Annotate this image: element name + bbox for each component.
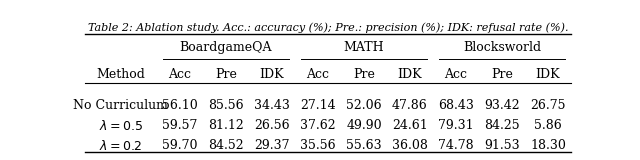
Text: 27.14: 27.14 [300,99,336,112]
Text: 26.56: 26.56 [254,119,290,132]
Text: 93.42: 93.42 [484,99,520,112]
Text: IDK: IDK [260,68,284,81]
Text: Table 2: Ablation study. Acc.: accuracy (%); Pre.: precision (%); IDK: refusal r: Table 2: Ablation study. Acc.: accuracy … [88,23,568,33]
Text: 56.10: 56.10 [162,99,198,112]
Text: 34.43: 34.43 [254,99,290,112]
Text: 26.75: 26.75 [531,99,566,112]
Text: 5.86: 5.86 [534,119,562,132]
Text: Acc: Acc [168,68,191,81]
Text: 74.78: 74.78 [438,139,474,152]
Text: 24.61: 24.61 [392,119,428,132]
Text: Method: Method [97,68,145,81]
Text: Pre: Pre [491,68,513,81]
Text: 84.25: 84.25 [484,119,520,132]
Text: 84.52: 84.52 [208,139,244,152]
Text: 52.06: 52.06 [346,99,382,112]
Text: Pre: Pre [353,68,375,81]
Text: 81.12: 81.12 [208,119,244,132]
Text: BoardgameQA: BoardgameQA [180,41,272,54]
Text: 18.30: 18.30 [530,139,566,152]
Text: 36.08: 36.08 [392,139,428,152]
Text: 37.62: 37.62 [300,119,336,132]
Text: 91.53: 91.53 [484,139,520,152]
Text: MATH: MATH [344,41,384,54]
Text: 49.90: 49.90 [346,119,382,132]
Text: $\lambda = 0.2$: $\lambda = 0.2$ [99,139,143,153]
Text: 79.31: 79.31 [438,119,474,132]
Text: 68.43: 68.43 [438,99,474,112]
Text: 35.56: 35.56 [300,139,336,152]
Text: Blocksworld: Blocksworld [463,41,541,54]
Text: Acc: Acc [307,68,330,81]
Text: 85.56: 85.56 [208,99,244,112]
Text: 55.63: 55.63 [346,139,382,152]
Text: $\lambda = 0.5$: $\lambda = 0.5$ [99,119,143,133]
Text: 59.57: 59.57 [162,119,198,132]
Text: 47.86: 47.86 [392,99,428,112]
Text: IDK: IDK [397,68,422,81]
Text: Acc: Acc [445,68,467,81]
Text: IDK: IDK [536,68,561,81]
Text: 29.37: 29.37 [254,139,290,152]
Text: 59.70: 59.70 [162,139,198,152]
Text: Pre: Pre [215,68,237,81]
Text: No Curriculum: No Curriculum [74,99,168,112]
